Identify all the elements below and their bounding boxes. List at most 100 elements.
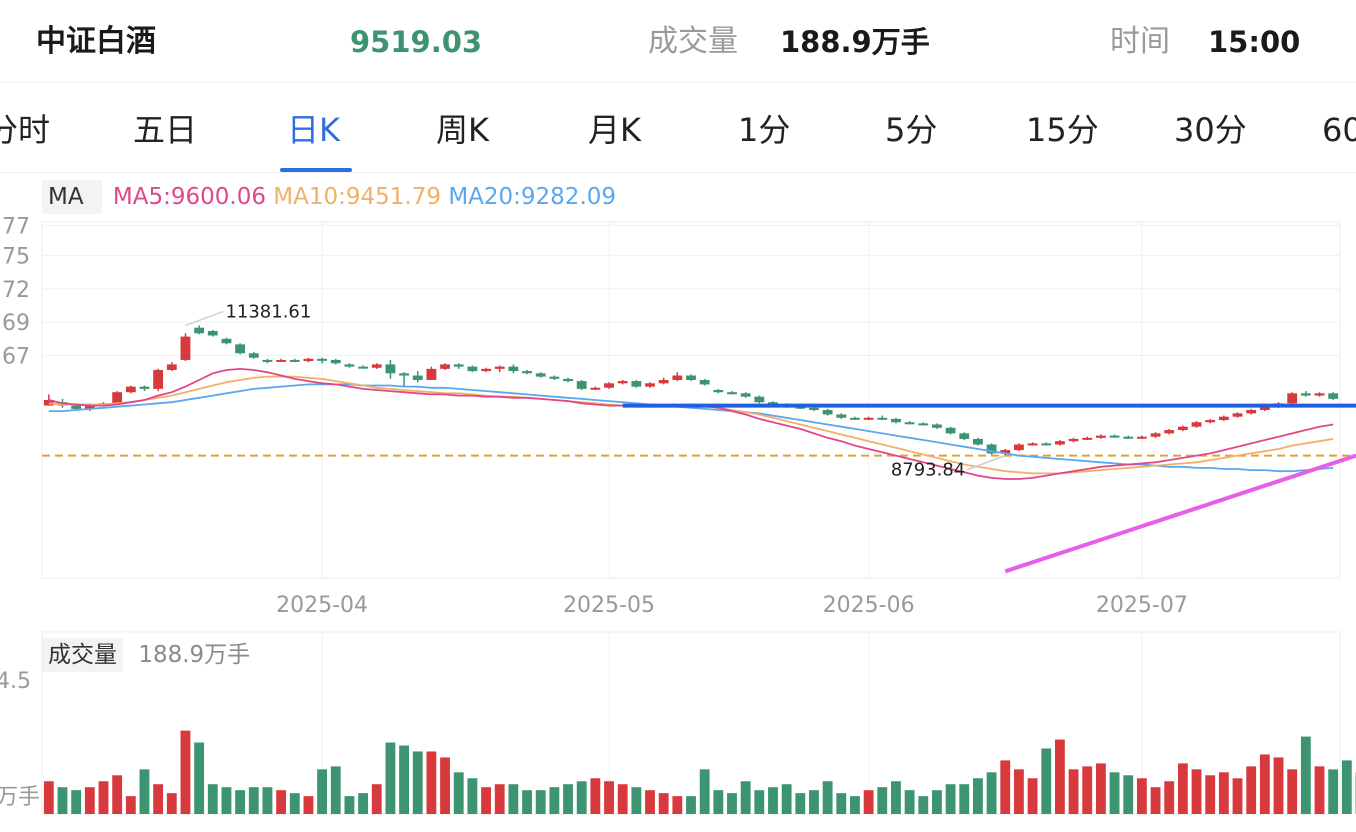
index-price: 9519.03 [350, 25, 483, 59]
tab-daily-k[interactable]: 日K [287, 111, 340, 149]
tab-five-day[interactable]: 五日 [133, 111, 198, 149]
candle-body [1109, 435, 1120, 438]
candle-body [1259, 406, 1270, 411]
volume-bar [986, 772, 997, 814]
ma20-line [48, 383, 1334, 473]
volume-bar [1109, 772, 1120, 814]
ma5-line [48, 367, 1334, 480]
candle-body [344, 364, 355, 367]
candle-body [740, 393, 751, 397]
volume-bar [645, 790, 655, 814]
volume-bar [522, 790, 532, 814]
ma-legend: MA MA5:9600.06 MA10:9451.79 MA20:9282.09 [42, 180, 616, 214]
volume-bar [809, 790, 819, 814]
volume-bar [371, 784, 382, 814]
candle-body [194, 327, 205, 334]
candle-body [658, 379, 669, 384]
tab-30min[interactable]: 30分 [1174, 111, 1247, 149]
volume-bar [1123, 775, 1134, 814]
volume-bar [918, 796, 929, 814]
trend-line [1004, 453, 1356, 574]
ma5-value: MA5:9600.06 [112, 184, 266, 210]
candle-body [221, 338, 232, 344]
ma-legend-tag[interactable]: MA [42, 180, 102, 214]
candle-body [877, 417, 888, 420]
volume-legend-tag[interactable]: 成交量 [42, 638, 123, 672]
volume-bar [959, 784, 970, 814]
tab-5min[interactable]: 5分 [885, 111, 938, 149]
volume-tick-label: 4.5 [0, 669, 31, 694]
volume-bar [1095, 763, 1106, 814]
candle-body [1328, 393, 1339, 399]
volume-bar [57, 787, 68, 814]
volume-bar [1041, 748, 1052, 814]
volume-bar [1287, 769, 1298, 814]
candle-body [112, 392, 123, 404]
volume-bar [563, 784, 573, 814]
volume-bar [617, 784, 628, 814]
candle-body [166, 364, 177, 370]
candle-body [1232, 413, 1243, 417]
volume-bar [1136, 778, 1147, 814]
volume-label: 成交量 [648, 24, 738, 59]
candle-body [139, 386, 150, 389]
volume-bar [1205, 775, 1216, 814]
volume-bar [1150, 787, 1161, 814]
volume-legend-value: 188.9万手 [138, 642, 251, 668]
tab-intraday[interactable]: 分时 [0, 111, 51, 149]
volume-bar [180, 730, 191, 814]
volume-bar [768, 787, 778, 814]
candle-body [1205, 420, 1216, 423]
volume-bar [248, 787, 259, 814]
volume-bar [344, 796, 355, 814]
candle-body [1191, 422, 1202, 427]
candle-body [1123, 436, 1134, 439]
volume-bar [973, 778, 983, 814]
tab-1min[interactable]: 1分 [738, 111, 791, 149]
price-tick-label: 77 [2, 214, 30, 239]
volume-bar [836, 793, 847, 814]
volume-bar [289, 793, 300, 814]
volume-bar [166, 793, 177, 814]
date-tick-label: 2025-04 [276, 593, 368, 618]
volume-bar [1314, 766, 1325, 814]
candle-body [262, 359, 273, 362]
candle-body [932, 424, 942, 428]
tab-weekly-k[interactable]: 周K [436, 111, 489, 149]
candle-body [1054, 441, 1065, 445]
candle-body [1246, 410, 1257, 414]
candle-body [1027, 443, 1038, 446]
candle-body [754, 396, 765, 403]
candle-body [1300, 393, 1311, 396]
candle-body [713, 389, 724, 393]
volume-bar [1273, 757, 1284, 814]
ma10-value: MA10:9451.79 [273, 184, 441, 210]
tab-15min[interactable]: 15分 [1026, 111, 1099, 149]
candle-body [412, 375, 423, 380]
volume-bar [549, 787, 560, 814]
candle-body [1041, 443, 1052, 446]
candle-body [399, 373, 409, 376]
ma20-value: MA20:9282.09 [448, 184, 617, 210]
volume-bar [822, 781, 833, 814]
low-annotation-leader [966, 454, 1006, 471]
volume-bar [1082, 766, 1093, 814]
volume-bar [1246, 766, 1257, 814]
volume-bar [604, 781, 614, 814]
volume-bar [1191, 769, 1202, 814]
volume-bar [426, 751, 437, 814]
tab-monthly-k[interactable]: 月K [588, 111, 641, 149]
tab-60min[interactable]: 60 [1322, 111, 1356, 149]
high-annotation-label: 11381.61 [225, 301, 311, 322]
price-tick-label: 69 [2, 311, 30, 336]
candle-body [1164, 430, 1175, 434]
volume-bar [945, 784, 956, 814]
candle-body [563, 378, 573, 382]
volume-bar [194, 742, 205, 814]
candle-body [617, 381, 628, 384]
candle-body [795, 406, 806, 409]
candle-body [180, 336, 191, 360]
candle-body [1314, 393, 1325, 396]
candle-body [426, 368, 437, 380]
